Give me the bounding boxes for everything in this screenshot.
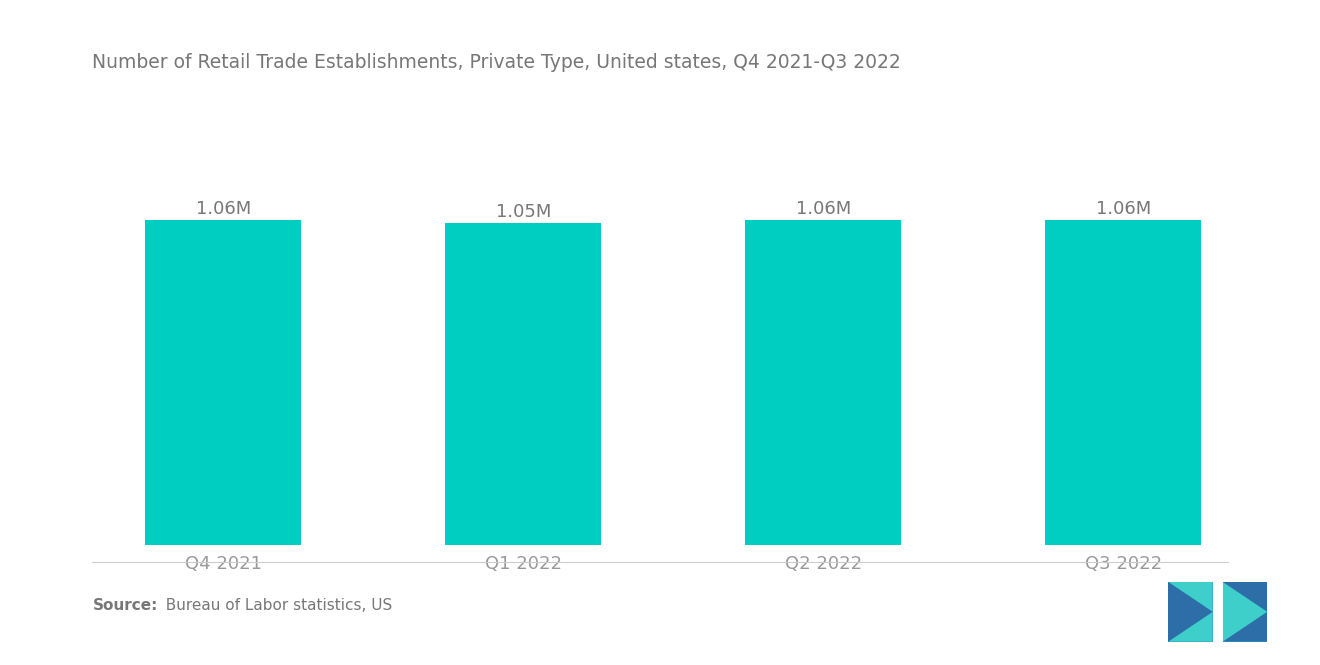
Text: 1.06M: 1.06M (796, 200, 851, 217)
Polygon shape (1168, 582, 1213, 612)
Text: Bureau of Labor statistics, US: Bureau of Labor statistics, US (156, 598, 392, 612)
Polygon shape (1222, 582, 1267, 612)
Polygon shape (1168, 612, 1213, 642)
Text: 1.05M: 1.05M (495, 203, 550, 221)
Bar (746, 220, 902, 545)
Bar (445, 223, 601, 545)
Polygon shape (1168, 582, 1213, 642)
Text: 1.06M: 1.06M (195, 200, 251, 217)
Polygon shape (1222, 612, 1267, 642)
Text: Number of Retail Trade Establishments, Private Type, United states, Q4 2021-Q3 2: Number of Retail Trade Establishments, P… (92, 53, 902, 72)
Text: Source:: Source: (92, 598, 158, 612)
Polygon shape (1222, 582, 1267, 642)
Text: 1.06M: 1.06M (1096, 200, 1151, 217)
Bar (1045, 220, 1201, 545)
Bar (145, 220, 301, 545)
